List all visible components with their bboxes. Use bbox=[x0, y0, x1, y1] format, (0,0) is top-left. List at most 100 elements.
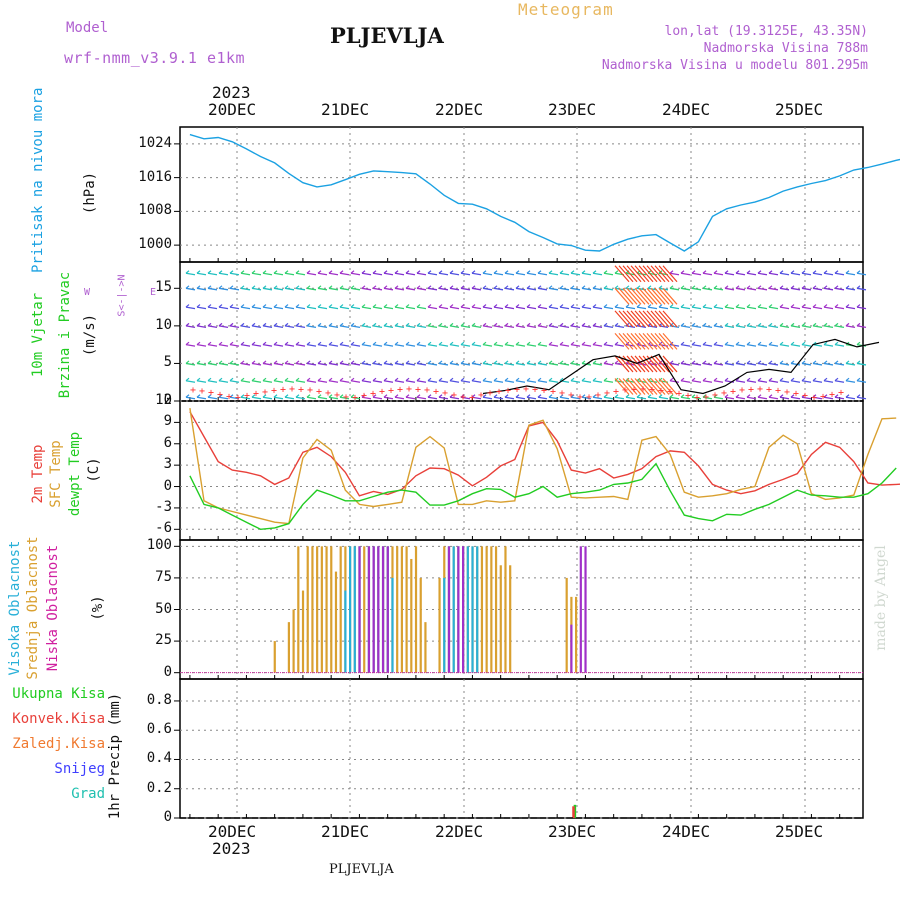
wind-arrow-head bbox=[471, 341, 476, 346]
wind-arrow bbox=[757, 344, 768, 347]
wind-arrow bbox=[779, 396, 790, 400]
bottom-year-label: 2023 bbox=[212, 839, 251, 858]
wind-arrow-head bbox=[295, 285, 300, 289]
cloud-bar bbox=[377, 546, 380, 673]
wind-arrow bbox=[471, 306, 482, 310]
wind-arrow-head bbox=[735, 322, 740, 327]
wind-arrow-head bbox=[196, 270, 201, 274]
wind-arrow bbox=[504, 362, 515, 366]
wind-gust-arrow bbox=[662, 378, 678, 395]
wind-arrow-head bbox=[823, 377, 828, 382]
wind-arrow-head bbox=[537, 394, 542, 398]
wind-gust-mark: + bbox=[604, 388, 610, 399]
wind-arrow bbox=[405, 380, 416, 383]
wind-arrow-head bbox=[757, 285, 762, 289]
wind-gust-mark: + bbox=[640, 384, 646, 395]
wind-arrow-head bbox=[812, 377, 817, 382]
wind-arrow-head bbox=[801, 360, 806, 364]
wind-arrow-head bbox=[515, 377, 520, 382]
wind-arrow bbox=[702, 362, 713, 366]
wind-arrow bbox=[306, 325, 317, 329]
wind-arrow bbox=[306, 362, 317, 366]
wind-gust-arrow bbox=[654, 355, 670, 373]
cloud-bar bbox=[386, 546, 389, 673]
wind-arrow-head bbox=[273, 360, 278, 364]
wind-arrow-head bbox=[559, 322, 564, 327]
wind-arrow-head bbox=[559, 270, 564, 274]
wind-arrow-head bbox=[493, 360, 498, 364]
wind-arrow bbox=[273, 325, 284, 329]
wind-arrow bbox=[482, 362, 493, 366]
wind-gust-arrow bbox=[654, 378, 670, 395]
wind-arrow-head bbox=[251, 394, 256, 398]
wind-arrow-head bbox=[724, 394, 729, 398]
wind-gust-mark: + bbox=[451, 390, 457, 401]
wind-arrow bbox=[471, 325, 482, 329]
wind-arrow-head bbox=[768, 304, 773, 308]
wind-arrow bbox=[383, 344, 394, 347]
wind-gust-arrow bbox=[614, 265, 630, 283]
wind-arrow bbox=[504, 344, 515, 347]
wind-arrow-head bbox=[625, 394, 630, 398]
wind-arrow bbox=[702, 325, 713, 329]
cloud-bar bbox=[292, 609, 295, 673]
wind-gust-arrow bbox=[618, 378, 634, 395]
wind-arrow bbox=[757, 380, 768, 383]
wind-gust-arrow bbox=[634, 310, 650, 328]
wind-arrow bbox=[482, 344, 493, 347]
bottom-day-label: 22DEC bbox=[435, 822, 484, 841]
wind-arrow-head bbox=[526, 322, 531, 327]
wind-arrow-head bbox=[823, 341, 828, 346]
wind-arrow bbox=[790, 396, 801, 400]
wind-arrow-head bbox=[581, 341, 586, 346]
cloud-bar bbox=[476, 546, 479, 673]
top-day-label: 20DEC bbox=[208, 100, 257, 119]
wind-gust-arrow bbox=[658, 378, 674, 395]
wind-arrow bbox=[526, 362, 537, 366]
wind-arrow bbox=[559, 306, 570, 310]
wind-arrow bbox=[537, 362, 548, 366]
wind-arrow-head bbox=[713, 285, 718, 289]
cloud-bar bbox=[424, 622, 427, 673]
wind-arrow bbox=[471, 380, 482, 383]
wind-arrow-head bbox=[306, 322, 311, 327]
wind-arrow bbox=[790, 306, 801, 310]
wind-arrow-head bbox=[768, 341, 773, 346]
wind-arrow-head bbox=[438, 270, 443, 274]
wind-arrow-head bbox=[680, 270, 685, 274]
wind-arrow bbox=[295, 362, 306, 366]
wind-arrow bbox=[537, 272, 548, 276]
wind-arrow bbox=[515, 325, 526, 329]
wind-compass-w: W bbox=[84, 287, 91, 298]
top-day-label: 24DEC bbox=[662, 100, 711, 119]
wind-gust-mark: + bbox=[721, 388, 727, 399]
wind-arrow-head bbox=[394, 285, 399, 289]
wind-arrow bbox=[746, 344, 757, 347]
wind-arrow-head bbox=[273, 304, 278, 308]
wind-arrow-head bbox=[196, 341, 201, 346]
wind-arrow bbox=[548, 325, 559, 329]
wind-arrow-head bbox=[801, 377, 806, 382]
wind-arrow-head bbox=[537, 304, 542, 308]
wind-gust-mark: + bbox=[505, 385, 511, 396]
wind-arrow-head bbox=[372, 285, 377, 289]
wind-gust-arrow bbox=[634, 378, 650, 395]
wind-arrow bbox=[779, 306, 790, 310]
wind-arrow-head bbox=[757, 360, 762, 364]
wind-arrow-head bbox=[273, 377, 278, 382]
wind-gust-mark: + bbox=[343, 392, 349, 403]
wind-arrow bbox=[493, 325, 504, 329]
wind-arrow bbox=[317, 325, 328, 329]
wind-arrow-head bbox=[306, 304, 311, 308]
wind-arrow-head bbox=[317, 341, 322, 346]
wind-arrow bbox=[834, 396, 845, 400]
wind-arrow-head bbox=[713, 377, 718, 382]
wind-arrow bbox=[768, 396, 779, 400]
wind-arrow bbox=[658, 396, 669, 400]
wind-arrow bbox=[691, 362, 702, 366]
wind-arrow-head bbox=[680, 322, 685, 327]
legend-ukupna-kisa: Ukupna Kisa bbox=[12, 686, 105, 702]
wind-arrow bbox=[438, 272, 449, 276]
wind-arrow-head bbox=[724, 322, 729, 327]
wind-arrow bbox=[823, 344, 834, 347]
